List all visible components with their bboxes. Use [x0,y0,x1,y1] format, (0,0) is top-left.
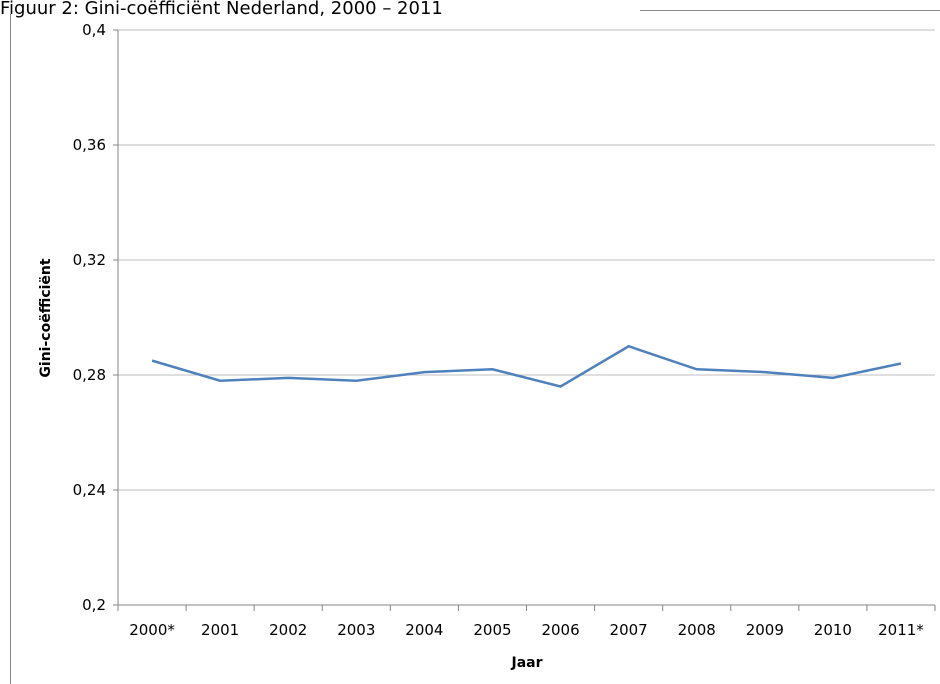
x-tick-label: 2005 [473,621,511,639]
x-tick-label: 2003 [337,621,375,639]
y-tick-label: 0,4 [82,21,106,39]
x-tick-label: 2001 [201,621,239,639]
chart-title: Figuur 2: Gini-coëfficiënt Nederland, 20… [0,0,443,19]
y-tick-label: 0,32 [73,251,106,269]
x-axis-label: Jaar [510,655,542,671]
x-tick-label: 2006 [541,621,579,639]
x-tick-label: 2004 [405,621,443,639]
x-tick-label: 2010 [814,621,852,639]
y-tick-label: 0,24 [73,481,106,499]
y-tick-label: 0,36 [73,136,106,154]
y-tick-label: 0,2 [82,596,106,614]
y-axis-label: Gini-coëfficiënt [38,258,54,377]
title-backdrop [0,0,640,14]
x-tick-label: 2011* [878,621,924,639]
x-tick-label: 2008 [678,621,716,639]
y-tick-label: 0,28 [73,366,106,384]
x-tick-label: 2009 [746,621,784,639]
chart-frame [10,10,940,684]
data-line [151,344,902,388]
x-tick-label: 2000* [129,621,175,639]
x-tick-label: 2002 [269,621,307,639]
x-tick-label: 2007 [610,621,648,639]
